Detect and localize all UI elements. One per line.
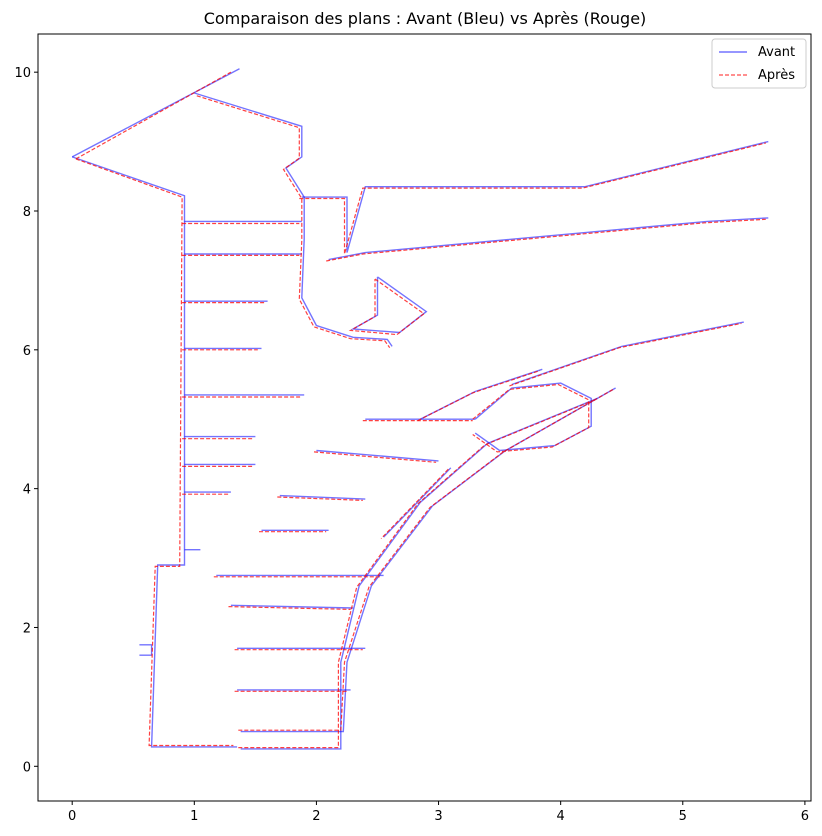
y-tick-label-8: 8 [23, 205, 31, 220]
avant-segment-18 [511, 321, 744, 386]
x-axis: 0 1 2 3 4 5 6 [68, 801, 809, 824]
y-tick-label-2: 2 [23, 621, 31, 636]
apres-segment-16 [472, 383, 590, 453]
avant-segment-13 [350, 276, 428, 334]
apres-segment-11 [299, 142, 766, 255]
x-tick-label-4: 4 [557, 809, 565, 824]
apres-segment-19 [228, 606, 351, 610]
apres-segment-17 [509, 322, 742, 387]
apres-segment-10 [196, 95, 391, 349]
avant-segment-1 [71, 156, 238, 748]
legend-box [711, 38, 807, 89]
series-apres [75, 71, 766, 749]
x-tick-label-3: 3 [434, 809, 442, 824]
avant-segment-27 [383, 467, 452, 538]
legend-label-apres: Après [758, 68, 795, 83]
legend-label-avant: Avant [758, 45, 795, 60]
apres-segment-1 [75, 158, 234, 747]
y-tick-label-0: 0 [23, 760, 31, 775]
apres-segment-26 [380, 468, 449, 540]
avant-segment-0 [71, 68, 240, 158]
y-axis: 0 2 4 6 8 10 [14, 66, 38, 775]
apres-segment-12 [348, 278, 425, 336]
apres-segment-27 [417, 370, 541, 422]
avant-segment-11 [194, 92, 393, 347]
avant-segment-20 [230, 604, 354, 609]
avant-segment-24 [279, 494, 366, 500]
y-tick-label-6: 6 [23, 344, 31, 359]
avant-segment-14 [328, 217, 769, 261]
axes-frame [37, 33, 812, 802]
apres-segment-23 [277, 496, 363, 501]
series-layer [71, 68, 769, 750]
avant-segment-25 [316, 449, 439, 462]
apres-segment-24 [313, 451, 437, 463]
x-tick-label-1: 1 [190, 809, 198, 824]
x-tick-label-5: 5 [679, 809, 687, 824]
avant-segment-28 [139, 644, 153, 656]
y-tick-label-4: 4 [23, 483, 31, 498]
y-tick-label-10: 10 [14, 66, 31, 81]
x-tick-label-2: 2 [312, 809, 320, 824]
x-tick-label-6: 6 [801, 809, 809, 824]
series-avant [71, 68, 769, 750]
chart-title: Comparaison des plans : Avant (Bleu) vs … [204, 9, 647, 28]
plot-area [71, 68, 769, 750]
x-tick-label-0: 0 [68, 809, 76, 824]
apres-segment-13 [326, 218, 766, 262]
avant-segment-17 [474, 382, 592, 452]
legend: Avant Après [711, 38, 807, 89]
avant-segment-12 [301, 140, 769, 253]
